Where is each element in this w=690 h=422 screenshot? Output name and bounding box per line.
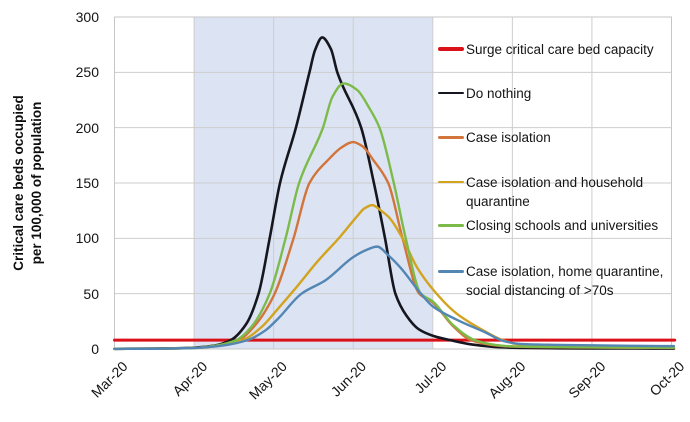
y-axis-title-line1: Critical care beds occupied (11, 95, 26, 271)
legend-swatch-do-nothing (438, 91, 464, 95)
y-tick-label-50: 50 (83, 285, 99, 302)
y-tick-label-0: 0 (91, 341, 99, 357)
legend-label-line: Closing schools and universities (466, 218, 659, 233)
legend-label-case-isolation-household-quarantine: Case isolation and household quarantine (466, 173, 681, 211)
plot-border (114, 16, 672, 350)
legend-label-case-isolation: Case isolation (466, 128, 681, 147)
y-tick-label-200: 200 (75, 119, 99, 136)
legend-label-line: Surge critical care bed capacity (466, 41, 654, 57)
legend-label-line: Case isolation (466, 130, 551, 145)
legend-swatch-surge-capacity (438, 47, 464, 51)
legend-swatch-case-isolation (438, 136, 464, 139)
legend-swatch-case-isolation-home-quarantine-social-distancing (438, 270, 464, 273)
legend-label-line: Case isolation, home quarantine, (466, 264, 664, 279)
series-line-case-isolation-home-quarantine-social-distancing (113, 245, 676, 351)
y-tick-label-100: 100 (75, 230, 99, 247)
series-line-closing-schools-universities (113, 82, 676, 351)
series-line-do-nothing (113, 36, 676, 351)
legend-swatch-closing-schools-universities (438, 224, 464, 227)
y-tick-label-250: 250 (75, 64, 99, 81)
legend-label-line: Do nothing (466, 85, 532, 101)
legend-label-surge-capacity: Surge critical care bed capacity (466, 40, 681, 59)
legend-label-closing-schools-universities: Closing schools and universities (466, 216, 681, 235)
legend-label-do-nothing: Do nothing (466, 84, 681, 103)
legend-label-line: Case isolation and household (466, 174, 644, 190)
y-tick-label-300: 300 (75, 9, 99, 25)
y-tick-label-150: 150 (75, 175, 99, 191)
legend-label-case-isolation-home-quarantine-social-distancing: Case isolation, home quarantine, social d… (466, 262, 681, 300)
legend-swatch-case-isolation-household-quarantine (438, 180, 464, 184)
legend-label-line: social distancing of >70s (466, 283, 614, 298)
legend-label-line: quarantine (466, 193, 530, 209)
